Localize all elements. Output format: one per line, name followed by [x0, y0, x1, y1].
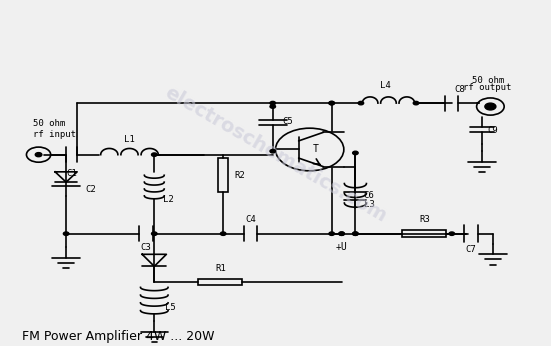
Circle shape	[413, 101, 419, 105]
Text: L4: L4	[380, 81, 391, 90]
Text: FM Power Amplifier 4W ... 20W: FM Power Amplifier 4W ... 20W	[22, 330, 214, 343]
Text: rf input: rf input	[33, 129, 76, 138]
Text: C6: C6	[364, 191, 375, 200]
Circle shape	[353, 151, 358, 155]
Text: C1: C1	[66, 169, 77, 178]
Circle shape	[35, 153, 42, 157]
Circle shape	[339, 232, 344, 235]
Text: electroschematics.com: electroschematics.com	[161, 83, 390, 226]
Circle shape	[353, 232, 358, 235]
Text: C4: C4	[245, 216, 256, 225]
Bar	[218, 158, 228, 192]
Circle shape	[152, 153, 157, 156]
Text: L5: L5	[165, 303, 176, 312]
Text: L2: L2	[163, 195, 174, 204]
Text: R2: R2	[234, 171, 245, 180]
Text: 50 ohm: 50 ohm	[472, 76, 504, 85]
Circle shape	[449, 232, 455, 235]
Text: T: T	[312, 145, 318, 155]
Text: L1: L1	[124, 135, 135, 144]
Circle shape	[63, 232, 69, 235]
Circle shape	[329, 232, 334, 235]
Text: L3: L3	[364, 200, 375, 209]
Circle shape	[353, 232, 358, 235]
Text: 50 ohm: 50 ohm	[33, 119, 66, 128]
Text: rf output: rf output	[463, 83, 512, 92]
Text: C5: C5	[283, 118, 294, 127]
Text: R3: R3	[419, 216, 430, 225]
Text: C2: C2	[85, 184, 96, 193]
Text: C9: C9	[488, 126, 499, 135]
Text: +U: +U	[336, 243, 348, 253]
Circle shape	[329, 101, 334, 105]
Circle shape	[270, 149, 276, 153]
Circle shape	[220, 232, 226, 235]
Bar	[402, 230, 446, 237]
Circle shape	[270, 101, 276, 105]
Circle shape	[152, 232, 157, 235]
Text: C3: C3	[141, 243, 152, 252]
Circle shape	[270, 105, 276, 108]
Text: C8: C8	[455, 85, 466, 94]
Circle shape	[358, 101, 364, 105]
Text: R1: R1	[215, 264, 226, 273]
Circle shape	[329, 101, 334, 105]
Circle shape	[339, 232, 344, 235]
Circle shape	[485, 103, 496, 110]
Text: C7: C7	[466, 245, 477, 254]
Bar	[198, 279, 242, 285]
